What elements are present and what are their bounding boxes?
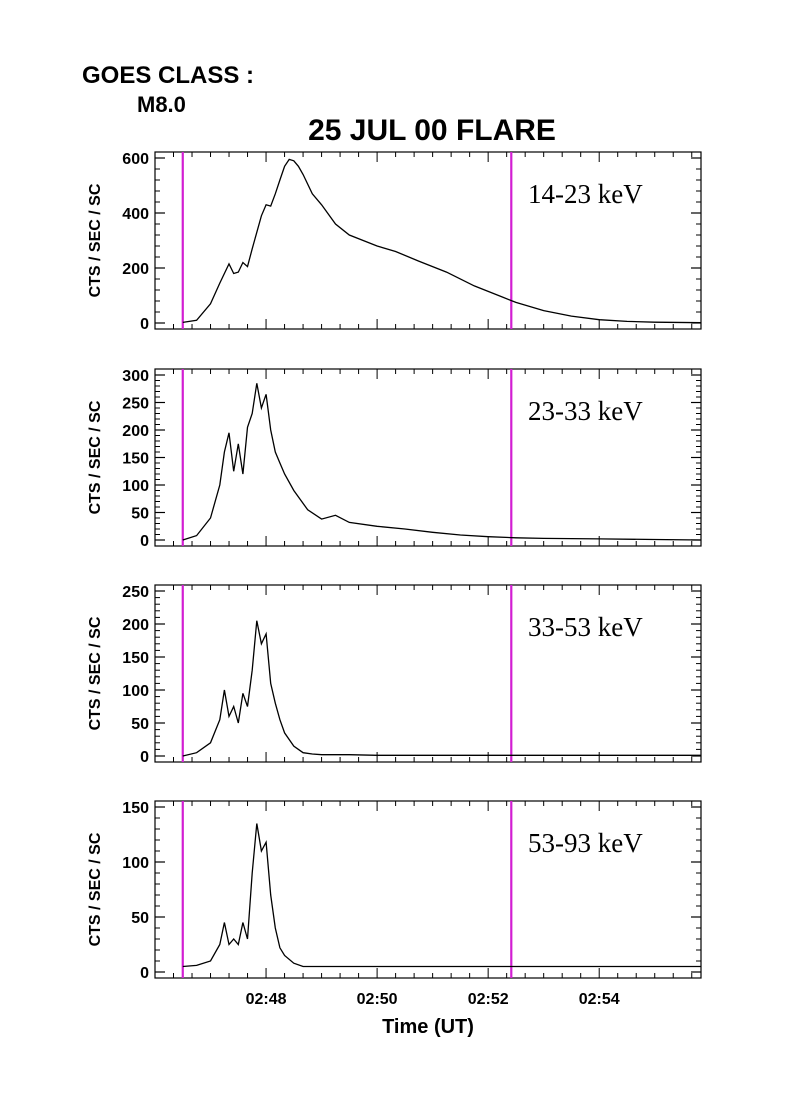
y-tick-label: 150 <box>122 451 149 468</box>
panel-frame <box>154 800 702 979</box>
y-tick-label: 0 <box>140 533 149 550</box>
panel-frame <box>154 584 702 763</box>
y-tick-label: 250 <box>122 584 149 601</box>
y-tick-label: 200 <box>122 617 149 634</box>
goes-class-label: GOES CLASS : <box>82 62 254 89</box>
y-tick-label: 0 <box>140 749 149 766</box>
y-tick-label: 0 <box>140 316 149 333</box>
panel-frame <box>154 151 702 330</box>
y-axis-label: CTS / SEC / SC <box>87 616 104 730</box>
count-rate-trace <box>182 620 701 757</box>
panel-1: 0 200 400 600 CTS / SEC / SC 14-23 keV <box>87 151 702 333</box>
x-tick-label: 02:54 <box>579 991 620 1008</box>
y-tick-label: 300 <box>122 368 149 385</box>
y-tick-label: 600 <box>122 151 149 168</box>
x-axis-label: Time (UT) <box>382 1016 474 1038</box>
x-axis: 02:48 02:50 02:52 02:54 Time (UT) <box>246 991 620 1038</box>
goes-class-value: M8.0 <box>137 92 186 117</box>
energy-band-label: 14-23 keV <box>528 179 643 209</box>
y-tick-label: 150 <box>122 650 149 667</box>
count-rate-trace <box>182 823 701 968</box>
y-axis-label: CTS / SEC / SC <box>87 183 104 297</box>
panel-3: 0 50 100 150 200 250 CTS / SEC / SC 33-53 keV <box>87 584 702 766</box>
y-tick-label: 100 <box>122 683 149 700</box>
y-tick-label: 100 <box>122 855 149 872</box>
panel-4: 0 50 100 150 CTS / SEC / SC 53-93 keV <box>87 800 702 982</box>
y-tick-label: 250 <box>122 396 149 413</box>
panel-2: 0 50 100 150 200 250 300 CTS / SEC / SC 23-33 ke… <box>87 368 702 550</box>
y-tick-label: 50 <box>131 506 149 523</box>
energy-band-label: 23-33 keV <box>528 396 643 426</box>
y-tick-label: 50 <box>131 910 149 927</box>
y-tick-label: 0 <box>140 965 149 982</box>
x-tick-label: 02:48 <box>246 991 287 1008</box>
count-rate-trace <box>182 158 702 324</box>
panels-group: 0 200 400 600 CTS / SEC / SC 14-23 keV 0 50 100 1… <box>87 151 702 982</box>
y-tick-label: 100 <box>122 478 149 495</box>
x-tick-label: 02:50 <box>357 991 398 1008</box>
y-tick-label: 50 <box>131 716 149 733</box>
energy-band-label: 53-93 keV <box>528 828 643 858</box>
y-axis-label: CTS / SEC / SC <box>87 832 104 946</box>
y-tick-label: 200 <box>122 423 149 440</box>
y-tick-label: 150 <box>122 800 149 817</box>
count-rate-trace <box>182 383 702 541</box>
y-tick-label: 400 <box>122 206 149 223</box>
energy-band-label: 33-53 keV <box>528 612 643 642</box>
chart-title: 25 JUL 00 FLARE <box>308 114 556 147</box>
x-tick-label: 02:52 <box>468 991 509 1008</box>
y-axis-label: CTS / SEC / SC <box>87 400 104 514</box>
y-tick-label: 200 <box>122 261 149 278</box>
